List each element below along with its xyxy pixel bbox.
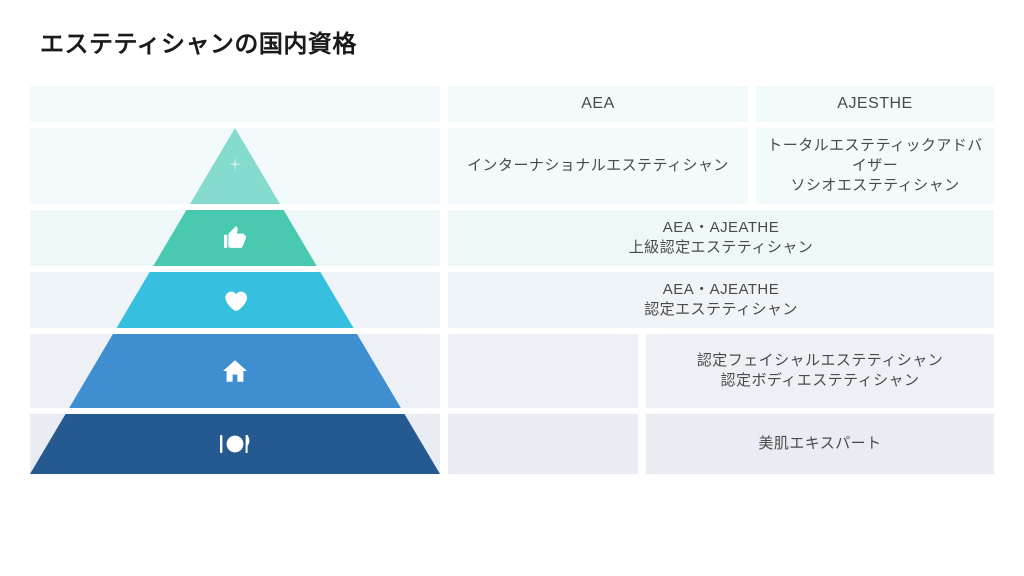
column-header-aea: AEA: [448, 86, 748, 122]
aea-cell: [448, 414, 638, 474]
page-title: エステティシャンの国内資格: [40, 24, 357, 59]
pyramid-cell: [30, 128, 440, 204]
pyramid-cell: [30, 334, 440, 408]
table-row: AEA・AJEATHE 認定エステティシャン: [30, 272, 994, 328]
pyramid-cell: [30, 414, 440, 474]
pyramid-cell: [30, 86, 440, 122]
table-row: 美肌エキスパート: [30, 414, 994, 474]
ajesthe-cell: 美肌エキスパート: [646, 414, 994, 474]
table-row: インターナショナルエステティシャントータルエステティックアドバイザー ソシオエス…: [30, 128, 994, 204]
aea-cell: インターナショナルエステティシャン: [448, 128, 748, 204]
table-header-row: AEAAJESTHE: [30, 86, 994, 122]
qualification-span-cell: AEA・AJEATHE 認定エステティシャン: [448, 272, 994, 328]
aea-cell: [448, 334, 638, 408]
pyramid-cell: [30, 272, 440, 328]
qualification-span-cell: AEA・AJEATHE 上級認定エステティシャン: [448, 210, 994, 266]
qualification-chart: AEAAJESTHEインターナショナルエステティシャントータルエステティックアド…: [30, 86, 994, 480]
table-row: AEA・AJEATHE 上級認定エステティシャン: [30, 210, 994, 266]
column-header-ajesthe: AJESTHE: [756, 86, 994, 122]
pyramid-cell: [30, 210, 440, 266]
table-row: 認定フェイシャルエステティシャン 認定ボディエステティシャン: [30, 334, 994, 408]
ajesthe-cell: トータルエステティックアドバイザー ソシオエステティシャン: [756, 128, 994, 204]
ajesthe-cell: 認定フェイシャルエステティシャン 認定ボディエステティシャン: [646, 334, 994, 408]
